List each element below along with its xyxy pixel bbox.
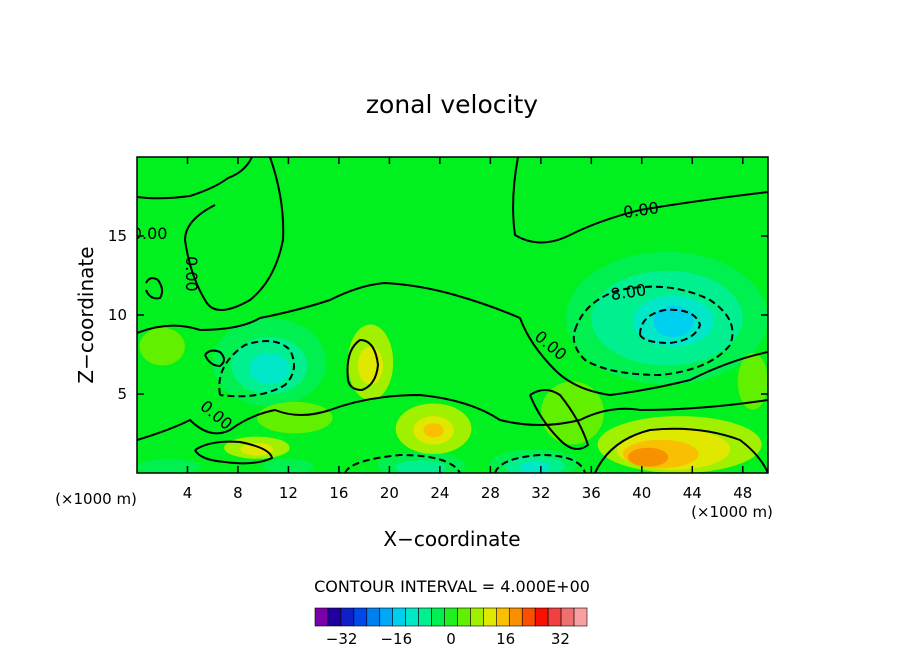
- x-axis: 4 8 12 16 20 24 28 32 36 40 44 48: [183, 157, 752, 502]
- y-tick-label: 5: [117, 385, 127, 403]
- colorbar-swatch: [508, 607, 523, 627]
- contour-line: [594, 427, 768, 473]
- y-tick-label: 15: [108, 227, 127, 245]
- contour-interval-note: CONTOUR INTERVAL = 4.000E+00: [314, 577, 590, 596]
- colorbar-swatch: [470, 607, 484, 627]
- plot-area: 0.000.000.008.000.000.00: [132, 157, 768, 473]
- contour-label: 0.00: [622, 198, 660, 222]
- negative-contour-line: [494, 453, 586, 473]
- contour-region: [357, 346, 384, 385]
- colorbar-swatch: [392, 607, 406, 627]
- contour-region: [395, 460, 447, 473]
- contour-line: [529, 389, 590, 450]
- colorbar-swatch: [521, 607, 536, 627]
- y-axis: 5 10 15: [108, 227, 768, 403]
- colorbar-tick-label: 0: [446, 630, 456, 648]
- colorbar-swatch: [496, 607, 510, 627]
- x-tick-label: 40: [632, 484, 651, 502]
- colorbar-tick-label: 32: [551, 630, 570, 648]
- contour-region: [263, 458, 314, 473]
- zero-contour-line: [183, 157, 285, 311]
- colorbar-swatch: [405, 607, 419, 627]
- negative-contour-line: [344, 453, 461, 473]
- zero-contour-line: [137, 281, 768, 397]
- x-tick-label: 4: [183, 484, 193, 502]
- colorbar-tick-label: −32: [326, 630, 358, 648]
- contour-region: [137, 458, 201, 473]
- contour-line-layer: [137, 157, 768, 473]
- zero-contour-line: [137, 393, 768, 441]
- contour-region: [519, 461, 550, 473]
- colorbar-swatch: [534, 607, 549, 627]
- contour-label: 0.00: [182, 256, 201, 292]
- x-tick-label: 20: [380, 484, 399, 502]
- contour-label: 8.00: [609, 280, 647, 304]
- x-tick-label: 28: [481, 484, 500, 502]
- colorbar-swatch: [431, 607, 445, 627]
- colorbar-swatch: [340, 607, 355, 627]
- x-tick-label: 44: [683, 484, 702, 502]
- x-axis-label: X−coordinate: [383, 527, 520, 551]
- colorbar-swatch: [418, 607, 432, 627]
- negative-contour-line: [639, 308, 702, 345]
- colorbar-swatch: [353, 607, 368, 627]
- x-tick-label: 12: [279, 484, 298, 502]
- x-tick-label: 16: [329, 484, 348, 502]
- x-unit-note: (×1000 m): [55, 490, 137, 508]
- colorbar-swatch: [444, 607, 458, 627]
- contour-label: 0.00: [132, 224, 168, 243]
- x-tick-label: 36: [582, 484, 601, 502]
- contour-region: [139, 327, 185, 366]
- chart-title: zonal velocity: [366, 90, 538, 119]
- negative-contour-line: [218, 340, 295, 398]
- x-tick-label: 24: [430, 484, 449, 502]
- x-tick-label: 32: [531, 484, 550, 502]
- x-tick-label: 48: [733, 484, 752, 502]
- contour-fill-layer: [137, 251, 768, 473]
- contour-line: [346, 338, 380, 392]
- contour-line: [204, 349, 225, 368]
- zero-contour-line: [145, 277, 164, 300]
- negative-contour-line: [572, 285, 734, 377]
- y-axis-label: Z−coordinate: [74, 246, 98, 383]
- contour-region: [653, 305, 694, 338]
- colorbar-tick-label: 16: [496, 630, 515, 648]
- y-tick-label: 10: [108, 306, 127, 324]
- colorbar-swatch: [327, 607, 342, 627]
- colorbar-swatch: [573, 607, 588, 627]
- colorbar-swatch: [379, 607, 394, 627]
- colorbar-tick-label: −16: [380, 630, 412, 648]
- colorbar-swatch: [560, 607, 575, 627]
- colorbar-swatch: [547, 607, 562, 627]
- contour-region: [256, 401, 333, 434]
- x-tick-label: 8: [233, 484, 243, 502]
- colorbar-swatch: [366, 607, 381, 627]
- colorbar-swatch: [457, 607, 471, 627]
- zero-contour-line: [137, 157, 253, 200]
- contour-region: [423, 423, 444, 438]
- contour-region: [737, 352, 768, 410]
- contour-region: [240, 442, 274, 456]
- colorbar: −32 −16 0 16 32: [314, 607, 588, 648]
- negative-contour-layer: [218, 285, 734, 473]
- colorbar-swatch: [314, 607, 329, 627]
- contour-region: [627, 447, 669, 467]
- colorbar-swatch: [483, 607, 497, 627]
- y-unit-note: (×1000 m): [691, 503, 773, 521]
- zero-contour-line: [512, 157, 768, 244]
- contour-line: [194, 440, 274, 465]
- contour-region: [249, 352, 290, 385]
